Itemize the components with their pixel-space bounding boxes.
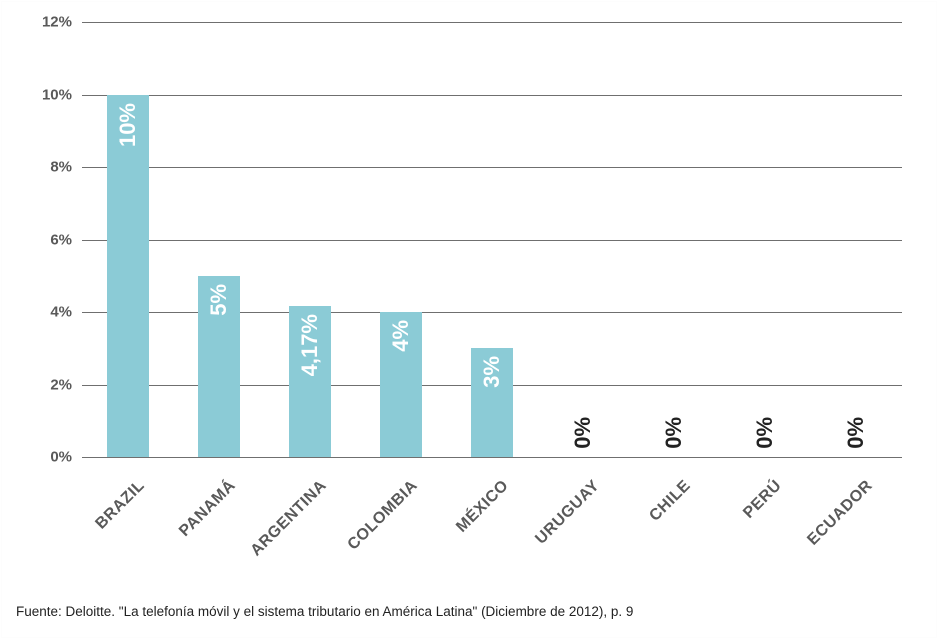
y-axis-tick: 4% [50, 304, 82, 321]
x-axis-label: Argentina [247, 477, 330, 560]
bar-value-label: 4,17% [299, 314, 321, 376]
x-axis-label: México [453, 477, 512, 536]
source-citation: Fuente: Deloitte. "La telefonía móvil y … [16, 604, 633, 619]
x-axis-label: Colombia [344, 477, 421, 554]
x-axis-label: Chile [647, 477, 695, 525]
bar-value-label: 0% [754, 417, 776, 449]
bar-value-label: 4% [390, 320, 412, 352]
gridline [82, 240, 902, 241]
x-axis-label: Brazil [92, 477, 148, 533]
gridline [82, 457, 902, 458]
bar-value-label: 0% [845, 417, 867, 449]
bar-value-label: 3% [481, 356, 503, 388]
bar-value-label: 10% [117, 103, 139, 147]
bar-value-label: 5% [208, 284, 230, 316]
x-axis-label: Ecuador [805, 477, 877, 549]
y-axis-tick: 2% [50, 376, 82, 393]
x-axis-label: Perú [740, 477, 786, 523]
y-axis-tick: 10% [42, 86, 82, 103]
y-axis-tick: 8% [50, 159, 82, 176]
y-axis-tick: 12% [42, 14, 82, 31]
chart-container: 0% 2% 4% 6% 8% 10% 12% 10% Brazil 5% Panamá 4,17% Ar… [0, 0, 938, 639]
bar [107, 95, 149, 458]
bar-value-label: 0% [572, 417, 594, 449]
plot-area: 0%2%4%6%8%10%12%10%Brazil5%Panamá4,17%Ar… [82, 22, 902, 457]
gridline [82, 22, 902, 23]
gridline [82, 167, 902, 168]
y-axis-tick: 0% [50, 449, 82, 466]
x-axis-label: Uruguay [532, 477, 603, 548]
bar-value-label: 0% [663, 417, 685, 449]
y-axis-tick: 6% [50, 231, 82, 248]
x-axis-label: Panamá [176, 477, 240, 541]
gridline [82, 95, 902, 96]
